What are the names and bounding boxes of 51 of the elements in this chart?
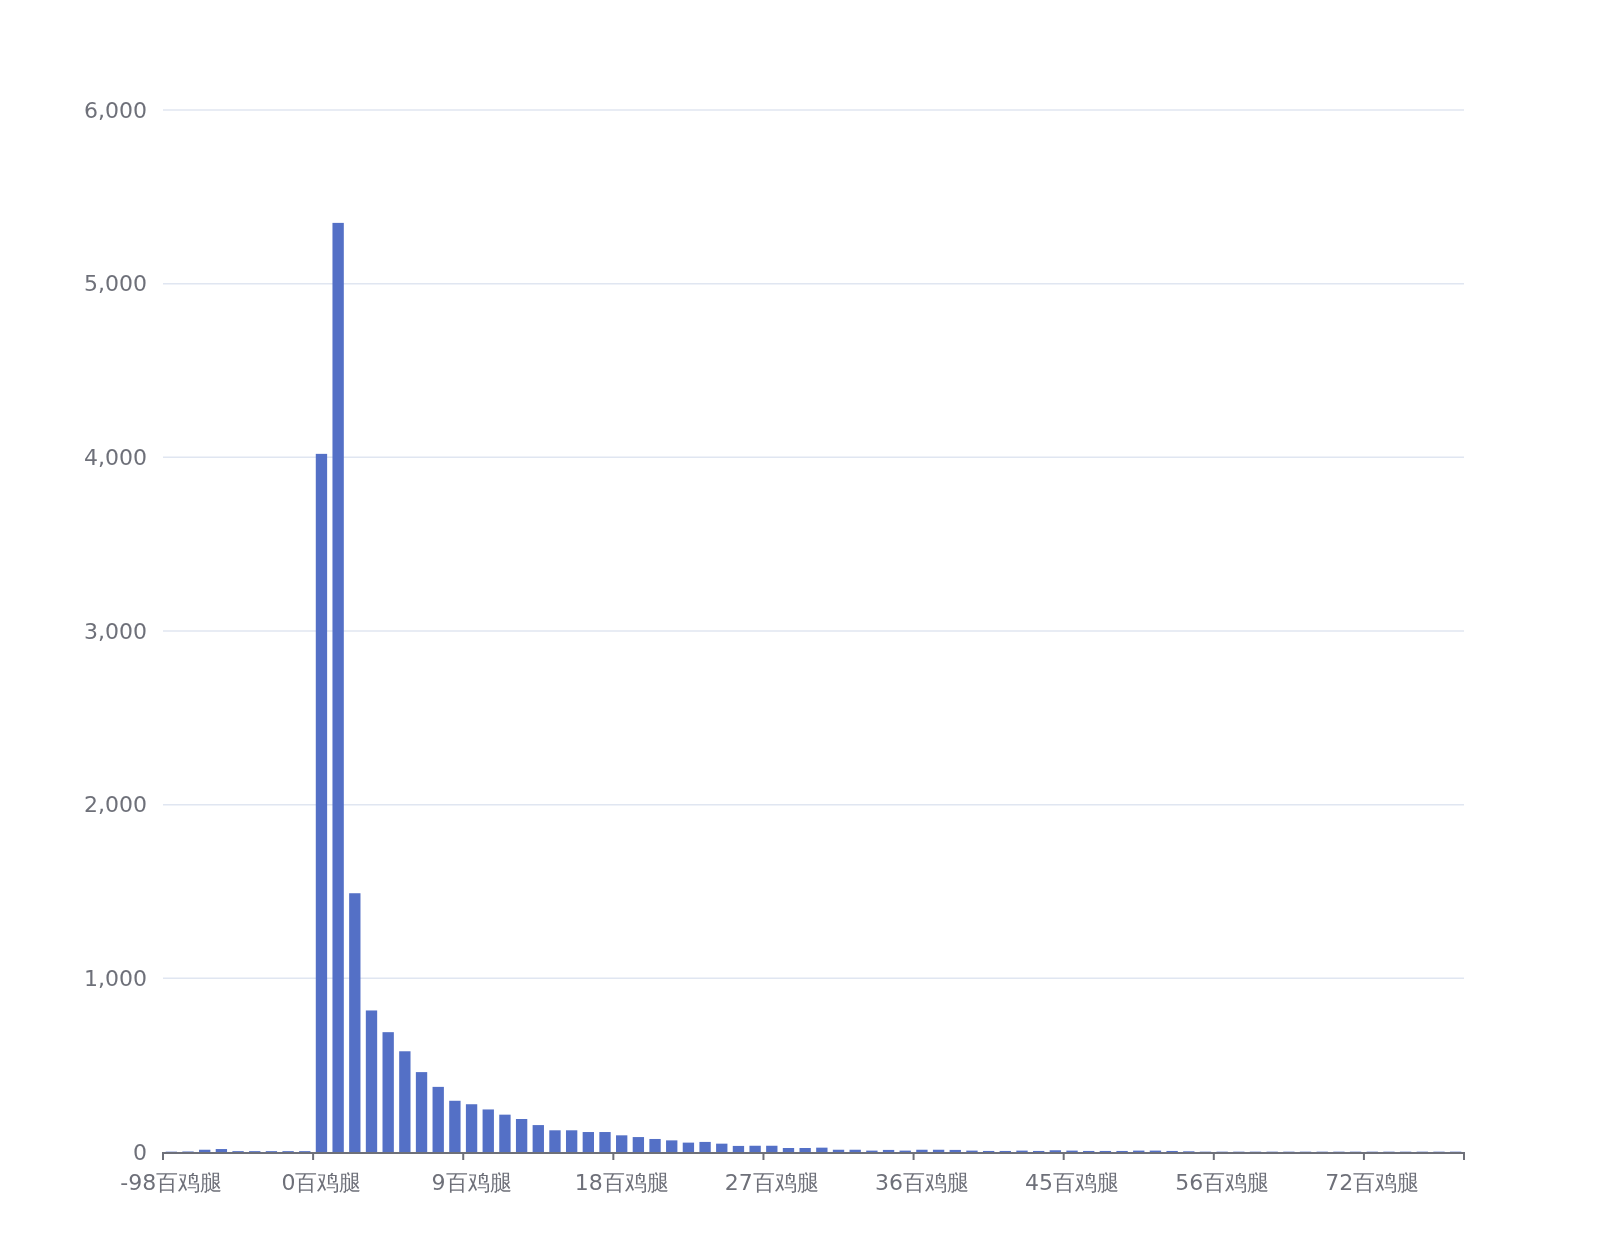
bar bbox=[432, 1086, 444, 1153]
bar bbox=[716, 1143, 728, 1152]
bar bbox=[315, 453, 328, 1152]
bar bbox=[365, 1010, 378, 1152]
bar bbox=[499, 1114, 511, 1152]
y-tick-label: 3,000 bbox=[84, 618, 147, 644]
y-tick-label: 2,000 bbox=[84, 792, 147, 818]
x-tick-label: 0百鸡腿 bbox=[281, 1169, 362, 1195]
bar bbox=[399, 1051, 411, 1152]
x-tick-label: 9百鸡腿 bbox=[431, 1169, 512, 1195]
bar bbox=[215, 1149, 228, 1152]
bar bbox=[816, 1147, 828, 1152]
bar bbox=[415, 1072, 428, 1152]
x-tick-label: -98百鸡腿 bbox=[120, 1169, 223, 1195]
bar bbox=[349, 893, 361, 1152]
bar bbox=[749, 1145, 761, 1152]
bar bbox=[582, 1132, 594, 1152]
bar bbox=[515, 1119, 528, 1152]
bar bbox=[666, 1140, 678, 1152]
bar bbox=[616, 1135, 628, 1152]
bar bbox=[465, 1104, 478, 1152]
bar bbox=[949, 1149, 961, 1152]
bar bbox=[766, 1145, 778, 1152]
bar bbox=[882, 1149, 895, 1152]
bar bbox=[649, 1138, 661, 1152]
x-tick-label: 27百鸡腿 bbox=[724, 1169, 819, 1195]
x-tick-label: 18百鸡腿 bbox=[574, 1169, 669, 1195]
x-tick-label: 45百鸡腿 bbox=[1025, 1169, 1120, 1195]
bar bbox=[782, 1148, 795, 1152]
x-tick-label: 56百鸡腿 bbox=[1175, 1169, 1270, 1195]
bar bbox=[599, 1132, 611, 1152]
x-tick-label: 36百鸡腿 bbox=[874, 1169, 969, 1195]
y-tick-label: 1,000 bbox=[84, 965, 147, 991]
y-tick-label: 4,000 bbox=[84, 444, 147, 470]
y-tick-label: 6,000 bbox=[84, 97, 147, 123]
bar bbox=[632, 1137, 645, 1152]
y-tick-label: 0 bbox=[133, 1139, 147, 1165]
bar bbox=[549, 1130, 561, 1152]
bar bbox=[532, 1125, 544, 1152]
bar bbox=[565, 1130, 578, 1152]
x-tick-label: 72百鸡腿 bbox=[1325, 1169, 1420, 1195]
bar bbox=[482, 1109, 494, 1152]
y-tick-label: 5,000 bbox=[84, 271, 147, 297]
bar bbox=[682, 1142, 695, 1152]
bar bbox=[332, 222, 344, 1152]
bar bbox=[449, 1100, 461, 1152]
bar bbox=[916, 1149, 928, 1152]
bar bbox=[699, 1141, 711, 1152]
bar bbox=[732, 1145, 745, 1152]
bar bbox=[382, 1032, 394, 1152]
bar bbox=[799, 1148, 811, 1152]
